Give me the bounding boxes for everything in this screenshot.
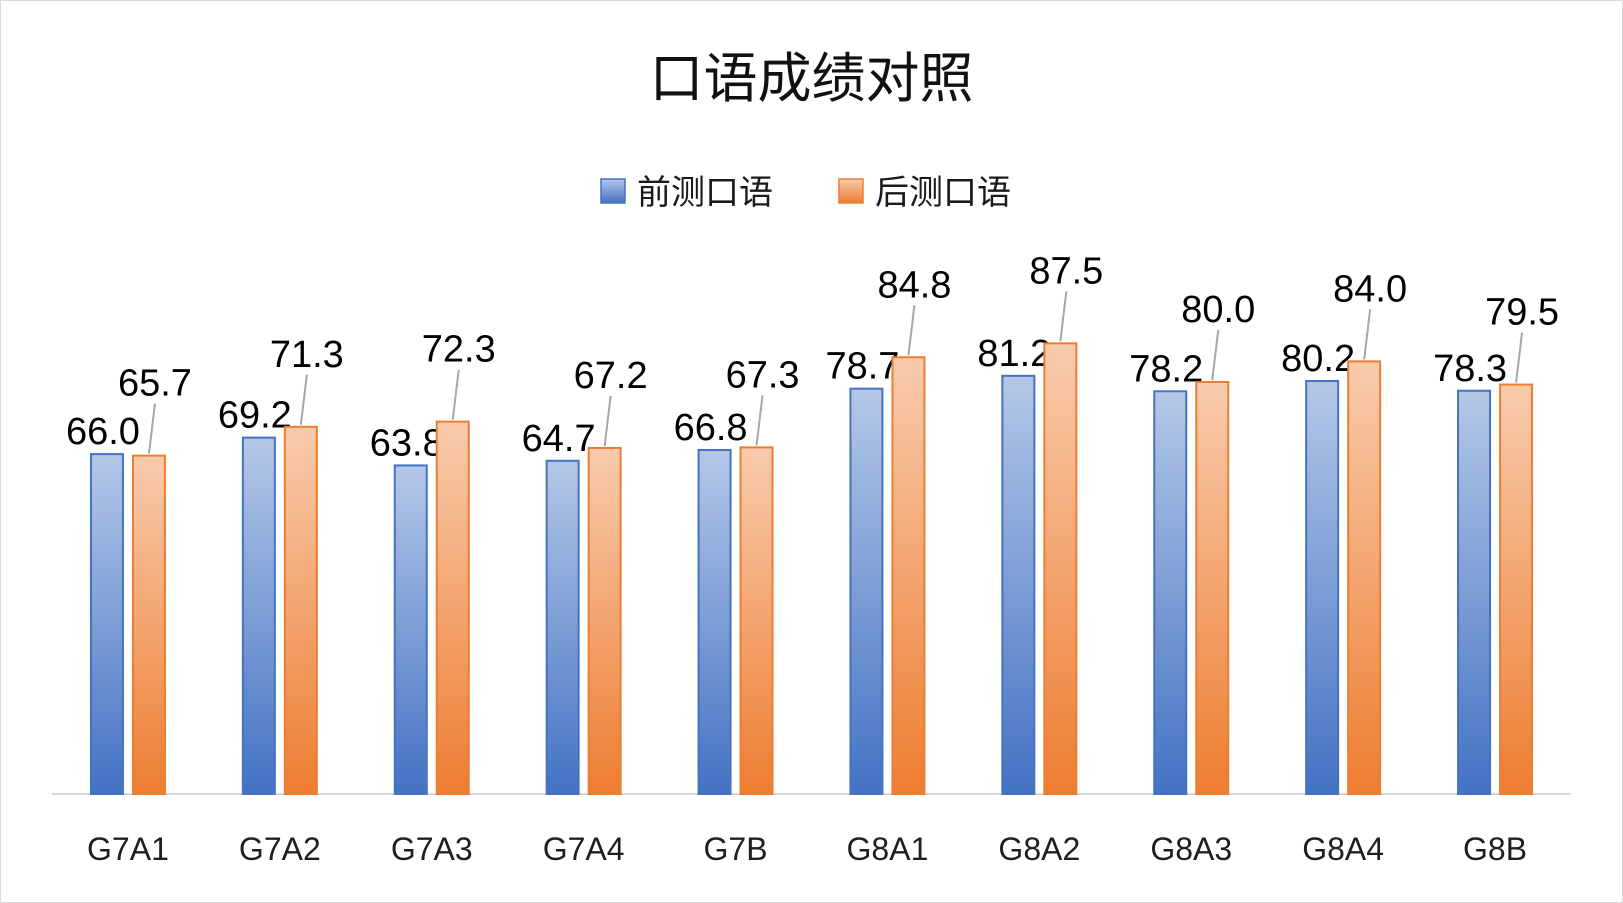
data-label-series-2-g7a1: 65.7 (118, 363, 192, 405)
bar-series-2-g7a2 (283, 425, 318, 795)
x-tick-label-g7a3: G7A3 (391, 831, 473, 867)
leader-line-series-2-g7a4 (603, 395, 612, 447)
data-label-series-1-g8a2: 81.2 (977, 333, 1051, 375)
bar-series-1-g8a1 (849, 387, 884, 795)
x-tick-label-g7a2: G7A2 (239, 831, 321, 867)
data-label-series-2-g7a2: 71.3 (270, 334, 344, 376)
leader-line-series-2-g7a2 (299, 374, 308, 425)
x-tick-label-g8a1: G8A1 (847, 831, 929, 867)
bar-series-2-g8a2 (1043, 342, 1078, 795)
legend: 前测口语 后测口语 (600, 173, 1011, 213)
x-tick-label-g8a2: G8A2 (998, 831, 1080, 867)
x-tick-label-g7a1: G7A1 (87, 831, 169, 867)
data-label-series-1-g7a4: 64.7 (522, 418, 596, 460)
x-tick-label-g7b: G7B (704, 831, 768, 867)
x-tick-label-g8a3: G8A3 (1150, 831, 1232, 867)
legend-swatch-series-2 (838, 178, 864, 204)
data-label-series-1-g7a3: 63.8 (370, 422, 444, 464)
legend-label-series-2: 后测口语 (875, 173, 1011, 213)
data-label-series-1-g7a2: 69.2 (218, 395, 292, 437)
data-label-series-2-g8a4: 84.0 (1333, 268, 1407, 310)
data-label-series-2-g7a4: 67.2 (574, 355, 648, 397)
chart-title: 口语成绩对照 (650, 47, 974, 110)
legend-swatch-series-1 (600, 178, 626, 204)
bar-series-1-g7a4 (545, 459, 580, 795)
bar-series-2-g8a4 (1347, 360, 1382, 795)
data-label-series-1-g8a4: 80.2 (1281, 338, 1355, 380)
data-label-series-1-g7a1: 66.0 (66, 411, 140, 453)
leader-line-series-2-g8b (1515, 332, 1524, 383)
x-tick-label-g7a4: G7A4 (543, 831, 625, 867)
leader-line-series-2-g7a3 (451, 369, 460, 420)
bar-series-1-g7b (697, 448, 732, 795)
data-label-series-1-g8b: 78.3 (1433, 348, 1507, 390)
leader-line-series-2-g8a3 (1211, 329, 1220, 381)
bar-series-1-g7a2 (241, 436, 276, 795)
bar-series-2-g8a3 (1195, 381, 1230, 795)
bar-series-2-g7b (739, 446, 774, 795)
bar-series-2-g7a3 (435, 420, 470, 795)
legend-item-series-1: 前测口语 (600, 173, 773, 213)
bar-series-1-g8b (1457, 389, 1492, 795)
bar-series-2-g8b (1499, 383, 1534, 795)
bar-series-1-g7a3 (393, 464, 428, 795)
x-tick-label-g8a4: G8A4 (1302, 831, 1384, 867)
plot-area: 66.0 65.7 G7A1 69.2 71.3 G7A2 63.8 72.3 G7A3 64.7… (52, 250, 1571, 867)
data-label-series-2-g8a2: 87.5 (1029, 250, 1103, 292)
legend-label-series-1: 前测口语 (637, 173, 773, 213)
leader-line-series-2-g8a1 (907, 305, 916, 356)
bar-series-2-g7a1 (131, 454, 166, 795)
bar-series-1-g8a2 (1001, 374, 1036, 795)
bar-series-1-g7a1 (89, 453, 124, 795)
bar-series-1-g8a3 (1153, 390, 1188, 795)
data-label-series-1-g8a1: 78.7 (825, 346, 899, 388)
x-tick-label-g8b: G8B (1463, 831, 1527, 867)
data-label-series-2-g8b: 79.5 (1485, 292, 1559, 334)
bar-series-2-g7a4 (587, 446, 622, 795)
bar-series-1-g8a4 (1305, 379, 1340, 795)
data-label-series-1-g7b: 66.8 (674, 407, 748, 449)
bar-series-2-g8a1 (891, 356, 926, 795)
leader-line-series-2-g8a4 (1363, 309, 1372, 360)
data-label-series-1-g8a3: 78.2 (1129, 348, 1203, 390)
data-label-series-2-g8a1: 84.8 (877, 264, 951, 306)
data-label-series-2-g8a3: 80.0 (1181, 289, 1255, 331)
data-label-series-2-g7b: 67.3 (726, 354, 800, 396)
data-label-series-2-g7a3: 72.3 (422, 329, 496, 371)
leader-line-series-2-g7a1 (147, 403, 156, 454)
leader-line-series-2-g8a2 (1059, 291, 1068, 342)
leader-line-series-2-g7b (755, 395, 764, 446)
legend-item-series-2: 后测口语 (838, 173, 1011, 213)
